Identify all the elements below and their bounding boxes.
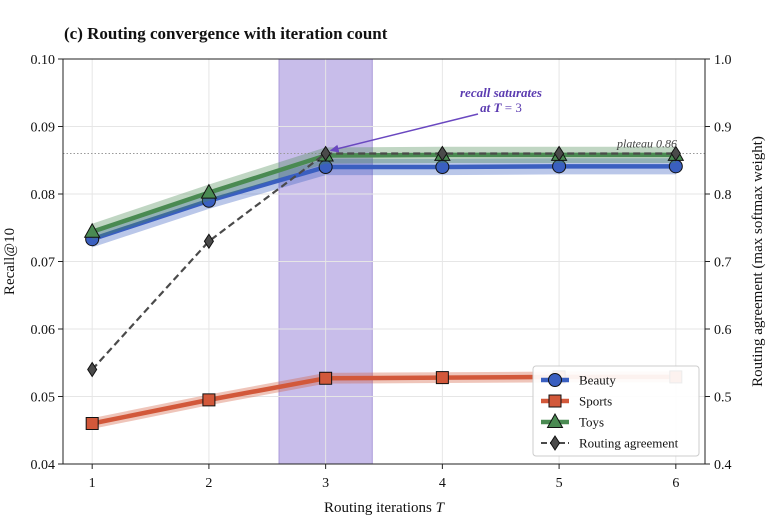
legend-label: Routing agreement — [579, 436, 679, 451]
point-circle — [548, 373, 562, 387]
series-line — [91, 152, 676, 371]
y-tick-label: 0.08 — [31, 188, 56, 203]
legend-label: Beauty — [579, 373, 616, 388]
y-axis-label: Recall@10 — [2, 228, 18, 295]
y2-axis-label: Routing agreement (max softmax weight) — [750, 136, 766, 387]
point-diamond — [437, 145, 448, 162]
y2-tick-label: 1.0 — [714, 53, 732, 68]
x-tick-label: 5 — [556, 476, 563, 491]
series-line — [91, 152, 676, 234]
y2-tick-label: 0.6 — [714, 323, 732, 338]
y-tick-label: 0.05 — [31, 391, 56, 406]
y-tick-label: 0.06 — [31, 323, 56, 338]
y2-tick-label: 0.5 — [714, 391, 732, 406]
legend-entry: Toys — [541, 412, 604, 430]
point-triangle — [200, 183, 218, 199]
saturation-annotation-line2: at T = 3 — [480, 100, 522, 115]
legend-label: Sports — [579, 394, 612, 409]
series-toys — [83, 145, 685, 240]
y2-tick-label: 0.8 — [714, 188, 732, 203]
point-square — [548, 394, 562, 408]
legend: Beauty Sports Toys Routing agreement — [532, 365, 700, 457]
legend-entry: Sports — [541, 394, 612, 409]
point-diamond — [553, 145, 565, 162]
legend-label: Toys — [579, 415, 604, 430]
y-ticks: 0.04 0.05 0.06 0.07 0.08 0.09 0.10 — [31, 53, 63, 473]
y2-tick-label: 0.9 — [714, 121, 732, 136]
point-diamond — [87, 361, 98, 378]
point-diamond — [203, 233, 215, 250]
point-triangle — [83, 222, 101, 238]
series-routing-agreement — [87, 145, 681, 378]
x-tick-label: 1 — [89, 476, 96, 491]
y2-ticks: 0.4 0.5 0.6 0.7 0.8 0.9 1.0 — [705, 53, 732, 473]
y-tick-label: 0.04 — [31, 458, 56, 473]
point-square — [435, 371, 449, 385]
chart-title: (c) Routing convergence with iteration c… — [64, 24, 388, 43]
y-tick-label: 0.10 — [31, 53, 56, 68]
x-tick-label: 2 — [205, 476, 212, 491]
legend-box — [532, 365, 700, 457]
x-ticks: 1 2 3 4 5 6 — [89, 464, 679, 491]
x-tick-label: 4 — [439, 476, 446, 491]
point-diamond — [670, 145, 681, 162]
point-diamond — [320, 145, 331, 162]
plateau-label: plateau 0.86 — [616, 137, 677, 151]
series-band — [92, 146, 676, 240]
legend-entry: Beauty — [541, 373, 616, 388]
y-tick-label: 0.07 — [31, 256, 56, 271]
y-tick-label: 0.09 — [31, 121, 56, 136]
legend-entry: Routing agreement — [541, 435, 679, 451]
x-tick-label: 6 — [672, 476, 679, 491]
saturation-arrow — [329, 113, 479, 153]
point-diamond — [549, 435, 561, 451]
point-triangle — [546, 412, 564, 428]
y2-tick-label: 0.4 — [714, 458, 732, 473]
x-tick-label: 3 — [322, 476, 329, 491]
saturation-annotation-line1: recall saturates — [460, 85, 542, 100]
point-square — [85, 417, 99, 430]
point-square — [202, 393, 216, 407]
series-line — [91, 164, 676, 242]
point-square — [319, 371, 333, 385]
y2-tick-label: 0.7 — [714, 256, 732, 271]
x-axis-label: Routing iterations T — [324, 500, 446, 516]
